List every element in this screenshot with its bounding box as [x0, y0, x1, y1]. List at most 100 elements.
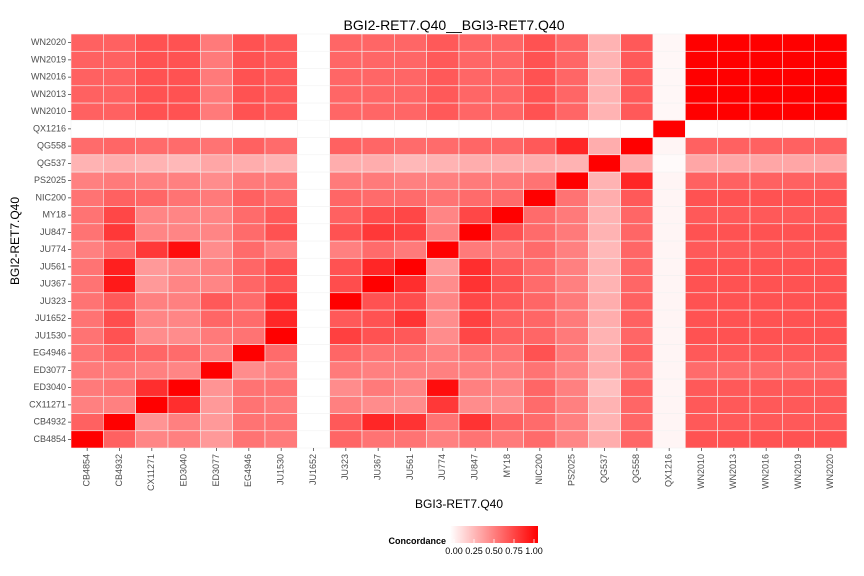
- heatmap-cell-ED3077-ED3040: [167, 361, 201, 380]
- heatmap-cell-QG537-JU561: [394, 154, 427, 173]
- heatmap-cell-WN2013-MY18: [491, 85, 524, 104]
- heatmap-cell-ED3040-CB4854: [70, 378, 104, 397]
- heatmap-cell-CB4854-WN2019: [782, 430, 815, 449]
- heatmap-cell-CX11271-NIC200: [523, 395, 557, 414]
- heatmap-cell-WN2019-CX11271: [135, 50, 169, 69]
- heatmap-cell-QG558-MY18: [491, 137, 524, 156]
- heatmap-cell-WN2016-QG558: [620, 68, 654, 87]
- heatmap-cell-JU561-QX1216: [652, 257, 686, 276]
- heatmap-cell-WN2020-CB4854: [70, 33, 104, 52]
- heatmap-cell-QG558-WN2020: [814, 137, 848, 156]
- heatmap-cell-JU323-ED3040: [167, 292, 201, 311]
- heatmap-cell-EG4946-WN2019: [782, 344, 815, 363]
- heatmap-cell-WN2010-WN2013: [717, 102, 751, 121]
- x-tick-label: ED3077: [211, 454, 221, 487]
- heatmap-cell-PS2025-NIC200: [523, 171, 557, 190]
- heatmap-cell-QG558-JU561: [394, 137, 427, 156]
- heatmap-cell-JU323-CB4932: [103, 292, 136, 311]
- heatmap-cell-QX1216-JU367: [361, 119, 395, 138]
- heatmap-cell-PS2025-QX1216: [652, 171, 686, 190]
- heatmap-cell-ED3077-ED3077: [200, 361, 233, 380]
- heatmap-cell-ED3040-PS2025: [555, 378, 589, 397]
- heatmap-cell-CB4854-CB4854: [70, 430, 104, 449]
- heatmap-cell-CX11271-CB4854: [70, 395, 104, 414]
- heatmap-cell-JU774-WN2020: [814, 240, 848, 259]
- heatmap-cell-JU774-ED3077: [200, 240, 233, 259]
- heatmap-cell-QG537-JU847: [458, 154, 492, 173]
- x-tick-label: QG537: [599, 454, 609, 483]
- heatmap-cell-WN2013-EG4946: [232, 85, 266, 104]
- heatmap-cell-WN2016-WN2010: [685, 68, 718, 87]
- heatmap-cell-QX1216-JU774: [426, 119, 460, 138]
- heatmap-cell-QG537-PS2025: [555, 154, 589, 173]
- heatmap-cell-JU774-CX11271: [135, 240, 169, 259]
- heatmap-cell-CX11271-JU323: [329, 395, 363, 414]
- heatmap-cell-NIC200-QG537: [588, 188, 621, 207]
- heatmap-cell-ED3040-JU1652: [297, 378, 330, 397]
- heatmap-cell-NIC200-JU1652: [297, 188, 330, 207]
- x-tick-label: JU367: [373, 454, 383, 480]
- heatmap-cell-WN2013-PS2025: [555, 85, 589, 104]
- y-tick-label: WN2020: [31, 37, 66, 47]
- heatmap-cell-ED3077-JU367: [361, 361, 395, 380]
- heatmap-cell-JU847-CB4932: [103, 223, 136, 242]
- heatmap-cell-MY18-ED3040: [167, 206, 201, 225]
- heatmap-cell-JU774-JU774: [426, 240, 460, 259]
- heatmap-cell-NIC200-CB4932: [103, 188, 136, 207]
- heatmap-cell-MY18-EG4946: [232, 206, 266, 225]
- heatmap-cell-ED3040-CX11271: [135, 378, 169, 397]
- heatmap-cell-JU561-JU323: [329, 257, 363, 276]
- heatmap-cell-MY18-PS2025: [555, 206, 589, 225]
- heatmap-cell-ED3040-WN2016: [749, 378, 783, 397]
- heatmap-cell-JU323-WN2016: [749, 292, 783, 311]
- heatmap-cell-JU1652-EG4946: [232, 309, 266, 328]
- heatmap-cell-MY18-JU1652: [297, 206, 330, 225]
- heatmap-cell-QX1216-JU561: [394, 119, 427, 138]
- heatmap-cell-QG537-WN2016: [749, 154, 783, 173]
- heatmap-cell-WN2016-PS2025: [555, 68, 589, 87]
- x-tick-label: JU1530: [276, 454, 286, 485]
- heatmap-cell-JU561-ED3077: [200, 257, 233, 276]
- heatmap-cell-QG537-CX11271: [135, 154, 169, 173]
- x-axis-ticks: CB4854 CB4932 CX11271 ED3040 ED3077 EG4946 JU1…: [82, 448, 835, 491]
- heatmap-cell-ED3077-EG4946: [232, 361, 266, 380]
- heatmap-cell-JU847-NIC200: [523, 223, 557, 242]
- heatmap-cell-QG558-QG558: [620, 137, 654, 156]
- heatmap-cell-CX11271-WN2019: [782, 395, 815, 414]
- heatmap-cell-WN2020-CB4932: [103, 33, 136, 52]
- heatmap-cell-NIC200-CX11271: [135, 188, 169, 207]
- heatmap-cell-JU367-JU1530: [264, 275, 298, 294]
- heatmap-cell-JU367-JU774: [426, 275, 460, 294]
- heatmap-cell-PS2025-WN2013: [717, 171, 751, 190]
- heatmap-cell-QX1216-QG558: [620, 119, 654, 138]
- heatmap-cell-JU1530-CX11271: [135, 326, 169, 345]
- y-tick-label: JU1652: [35, 313, 66, 323]
- heatmap-cell-NIC200-JU847: [458, 188, 492, 207]
- heatmap-cell-CB4854-JU1530: [264, 430, 298, 449]
- heatmap-cell-CB4854-QG558: [620, 430, 654, 449]
- heatmap-cell-ED3040-MY18: [491, 378, 524, 397]
- x-tick-label: EG4946: [243, 454, 253, 487]
- heatmap-cell-WN2010-WN2019: [782, 102, 815, 121]
- x-tick-label: NIC200: [534, 454, 544, 485]
- heatmap-cell-JU561-WN2010: [685, 257, 718, 276]
- heatmap-cell-JU367-NIC200: [523, 275, 557, 294]
- legend-colorbar: [450, 526, 538, 543]
- heatmap-cell-EG4946-CX11271: [135, 344, 169, 363]
- heatmap-cell-CB4932-QG537: [588, 413, 621, 432]
- heatmap-cell-ED3040-JU847: [458, 378, 492, 397]
- heatmap-cell-WN2013-JU561: [394, 85, 427, 104]
- heatmap-cell-QX1216-JU1652: [297, 119, 330, 138]
- heatmap-cell-JU1652-WN2020: [814, 309, 848, 328]
- heatmap-cell-PS2025-ED3040: [167, 171, 201, 190]
- heatmap-cell-PS2025-WN2010: [685, 171, 718, 190]
- heatmap-cell-WN2019-QX1216: [652, 50, 686, 69]
- heatmap-cell-JU1652-QX1216: [652, 309, 686, 328]
- heatmap-cell-JU561-CB4854: [70, 257, 104, 276]
- heatmap-cell-PS2025-JU1652: [297, 171, 330, 190]
- heatmap-cell-JU1652-JU847: [458, 309, 492, 328]
- heatmap-cell-JU847-PS2025: [555, 223, 589, 242]
- heatmap-cell-JU367-ED3077: [200, 275, 233, 294]
- heatmap-cell-JU561-JU847: [458, 257, 492, 276]
- heatmap-cell-JU1530-JU774: [426, 326, 460, 345]
